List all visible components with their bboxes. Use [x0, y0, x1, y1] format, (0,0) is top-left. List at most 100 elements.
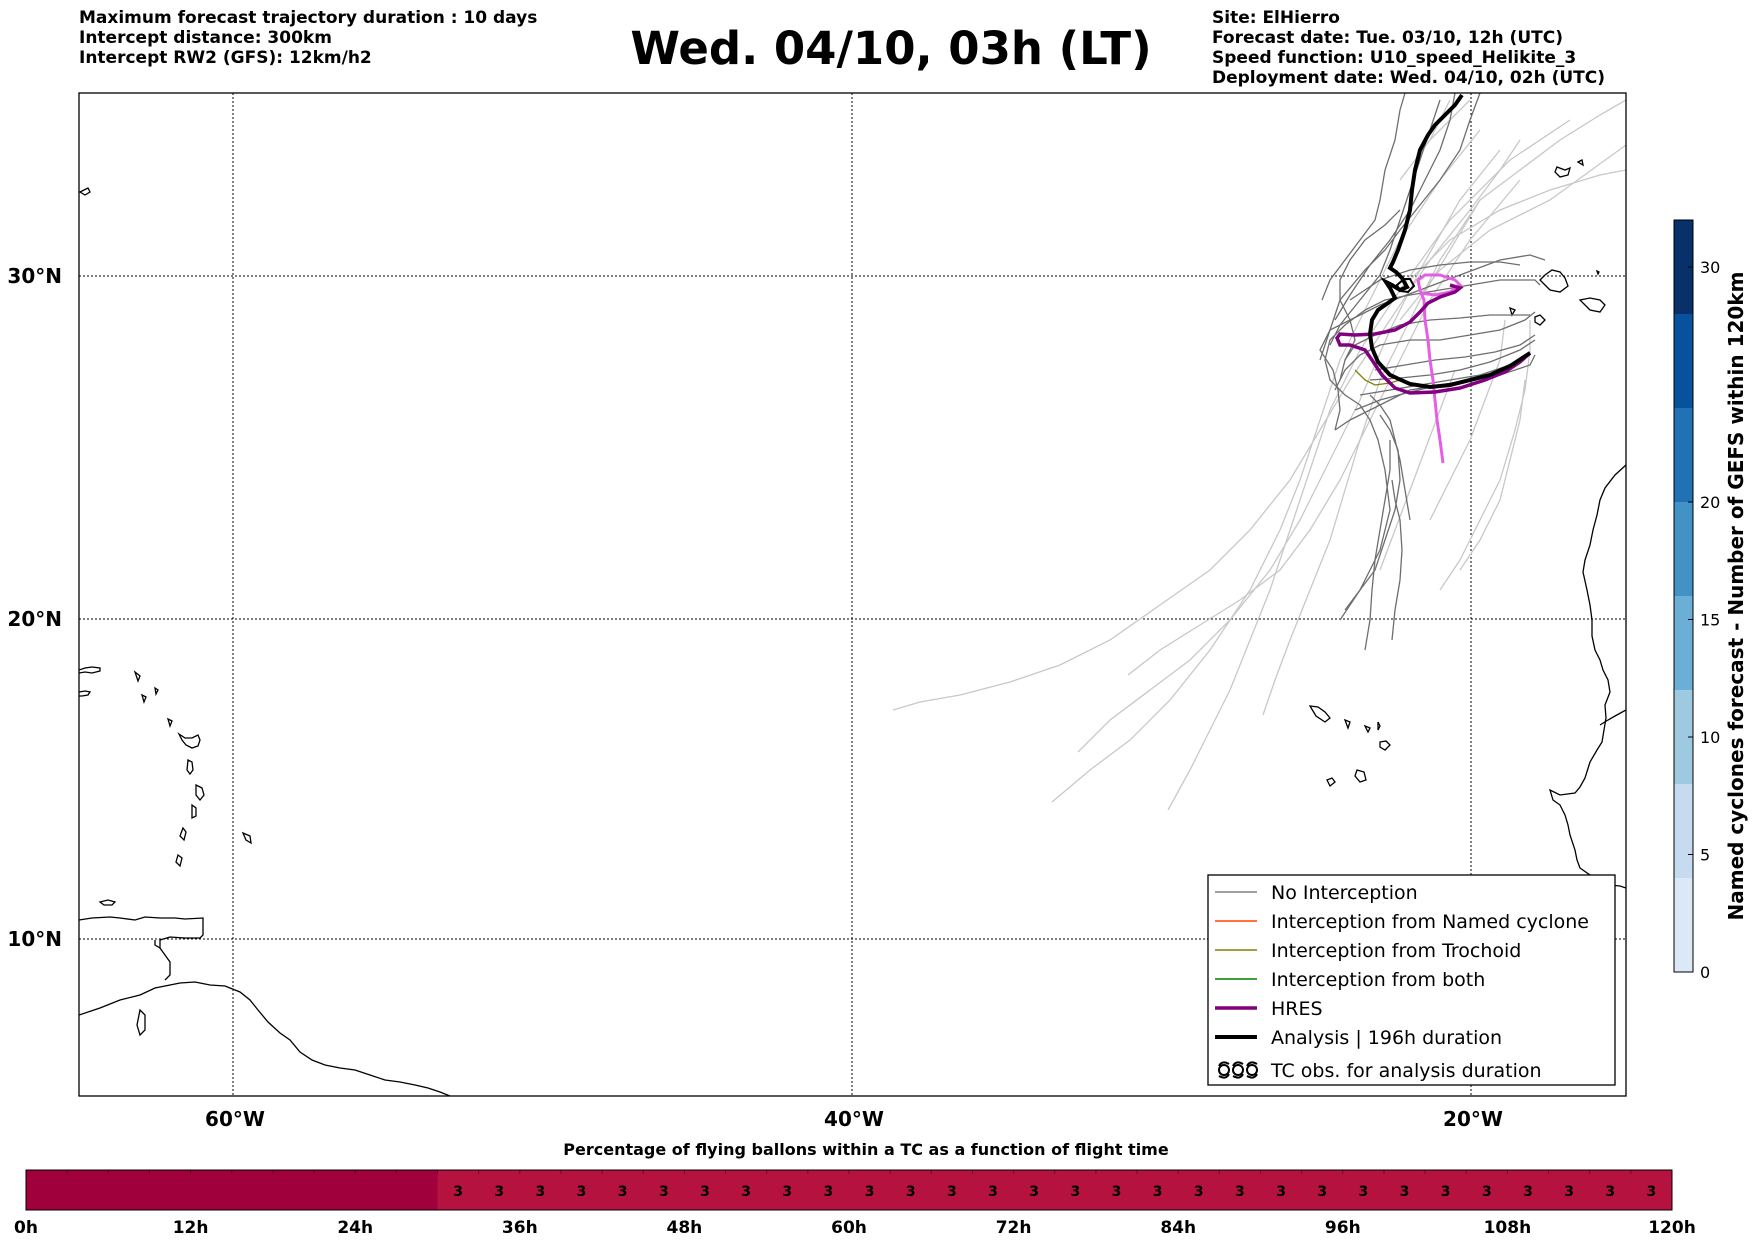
timeline-cell-value: 3: [741, 1184, 751, 1200]
colorbar-segment: [1674, 408, 1693, 502]
timeline-cell-value: 3: [1647, 1184, 1657, 1200]
timeline-cell: [190, 1170, 233, 1210]
colorbar-segment: [1674, 690, 1693, 784]
legend-label: Interception from Trochoid: [1271, 940, 1521, 962]
timeline-cell-value: 3: [1235, 1184, 1245, 1200]
legend-item-analysis: Analysis | 196h duration: [1215, 1027, 1502, 1049]
legend-label: TC obs. for analysis duration: [1270, 1060, 1542, 1082]
timeline-cell: [1054, 1170, 1097, 1210]
timeline-cell: [849, 1170, 891, 1210]
timeline-cell: [1095, 1170, 1138, 1210]
timeline-cell: [1383, 1170, 1426, 1210]
timeline-tick-label: 96h: [1325, 1218, 1361, 1238]
timeline-cell-value: 3: [1070, 1184, 1080, 1200]
timeline-cell: [1013, 1170, 1056, 1210]
trajectories-light: [892, 99, 1626, 811]
timeline-cell: [108, 1170, 150, 1210]
timeline-cell-value: 3: [906, 1184, 916, 1200]
timeline-tick-label: 12h: [173, 1218, 209, 1238]
timeline-tick-label: 0h: [14, 1218, 38, 1238]
timeline-cell: [1178, 1170, 1220, 1210]
lon-label: 20°W: [1443, 1107, 1503, 1131]
timeline-cell: [149, 1170, 192, 1210]
colorbar-tick-label: 20: [1700, 493, 1720, 512]
colorbar-segment: [1674, 878, 1693, 972]
timeline-cell: [1219, 1170, 1261, 1210]
timeline-cell-value: 3: [1482, 1184, 1492, 1200]
legend-item-named-cyclone: Interception from Named cyclone: [1215, 911, 1589, 933]
timeline-cell: [478, 1170, 521, 1210]
timeline-cell-value: 3: [1441, 1184, 1451, 1200]
timeline-cell-value: 3: [824, 1184, 834, 1200]
intercept-rw2-text: Intercept RW2 (GFS): 12km/h2: [79, 48, 372, 68]
map-axis-labels: 30°N 20°N 10°N 60°W 40°W 20°W: [7, 264, 1503, 1131]
timeline-cell: [26, 1170, 68, 1210]
timeline-cell-value: 3: [1317, 1184, 1327, 1200]
timeline-cell-value: 3: [536, 1184, 546, 1200]
timeline-tick-label: 36h: [502, 1218, 538, 1238]
colorbar: 0 5 10 15 20 30 Named cyclones forecast - Num…: [1673, 219, 1748, 982]
intercept-distance-text: Intercept distance: 300km: [79, 28, 332, 48]
timeline-tick-label: 60h: [831, 1218, 867, 1238]
timeline-cell-value: 3: [947, 1184, 957, 1200]
legend-label: Interception from both: [1271, 969, 1485, 991]
timeline-cell: [643, 1170, 685, 1210]
timeline-cell-value: 3: [618, 1184, 628, 1200]
timeline-frame: [25, 1169, 1673, 1211]
timeline-cell: [1548, 1170, 1591, 1210]
lon-label: 40°W: [824, 1107, 884, 1131]
timeline-cell: [1425, 1170, 1467, 1210]
timeline: Percentage of flying ballons within a TC…: [14, 1140, 1696, 1238]
colorbar-tick-label: 0: [1700, 963, 1710, 982]
timeline-tick-label: 24h: [337, 1218, 373, 1238]
timeline-cell: [684, 1170, 727, 1210]
legend-item-trochoid: Interception from Trochoid: [1215, 940, 1521, 962]
timeline-cell-value: 3: [1564, 1184, 1574, 1200]
timeline-cell-value: 3: [988, 1184, 998, 1200]
timeline-cell: [519, 1170, 562, 1210]
timeline-cell-value: 3: [1605, 1184, 1615, 1200]
timeline-cell: [1301, 1170, 1344, 1210]
lat-label: 30°N: [7, 264, 62, 288]
legend-box: [1207, 874, 1616, 1086]
page-title: Wed. 04/10, 03h (LT): [630, 22, 1152, 75]
timeline-cell: [355, 1170, 397, 1210]
timeline-cell-value: 3: [1523, 1184, 1533, 1200]
colorbar-tick-label: 10: [1700, 728, 1720, 747]
timeline-cell: [1137, 1170, 1179, 1210]
site-text: Site: ElHierro: [1212, 8, 1340, 28]
timeline-cell: [1630, 1170, 1673, 1210]
timeline-cell: [1507, 1170, 1550, 1210]
timeline-cell-value: 3: [659, 1184, 669, 1200]
lon-label: 60°W: [205, 1107, 265, 1131]
coastlines: [79, 159, 1626, 1096]
colorbar-tick-label: 15: [1700, 611, 1720, 630]
colorbar-segment: [1674, 220, 1693, 314]
timeline-cell: [396, 1170, 438, 1210]
trajectories-trochoid: [1354, 369, 1401, 386]
legend-item-hres: HRES: [1215, 998, 1323, 1020]
timeline-tick-label: 48h: [667, 1218, 703, 1238]
timeline-cell-value: 3: [782, 1184, 792, 1200]
legend-label: Analysis | 196h duration: [1271, 1027, 1502, 1049]
timeline-cell: [67, 1170, 109, 1210]
legend-label: HRES: [1271, 998, 1323, 1020]
legend-item-tc-obs: TC obs. for analysis duration: [1218, 1060, 1542, 1082]
timeline-cell: [1589, 1170, 1632, 1210]
timeline-cell: [231, 1170, 274, 1210]
legend-label: Interception from Named cyclone: [1271, 911, 1589, 933]
max-duration-text: Maximum forecast trajectory duration : 1…: [79, 8, 538, 28]
deployment-date-text: Deployment date: Wed. 04/10, 02h (UTC): [1212, 68, 1606, 88]
colorbar-segment: [1674, 596, 1693, 690]
timeline-cell: [437, 1170, 480, 1210]
timeline-cell: [931, 1170, 973, 1210]
timeline-cell: [1342, 1170, 1385, 1210]
timeline-cell-value: 3: [577, 1184, 587, 1200]
timeline-cell-value: 3: [1112, 1184, 1122, 1200]
speed-function-text: Speed function: U10_speed_Helikite_3: [1212, 48, 1577, 68]
timeline-cell: [1260, 1170, 1303, 1210]
lat-label: 10°N: [7, 927, 62, 951]
timeline-cell-value: 3: [865, 1184, 875, 1200]
cyclone-symbols-icon: [1218, 1061, 1258, 1079]
timeline-cells: 3 3 3 3 3 3 3 3 3 3 3 3 3 3 3 3 3 3 3 3 3 3 3 3 3 3 3 3 3 3: [25, 1170, 1673, 1210]
